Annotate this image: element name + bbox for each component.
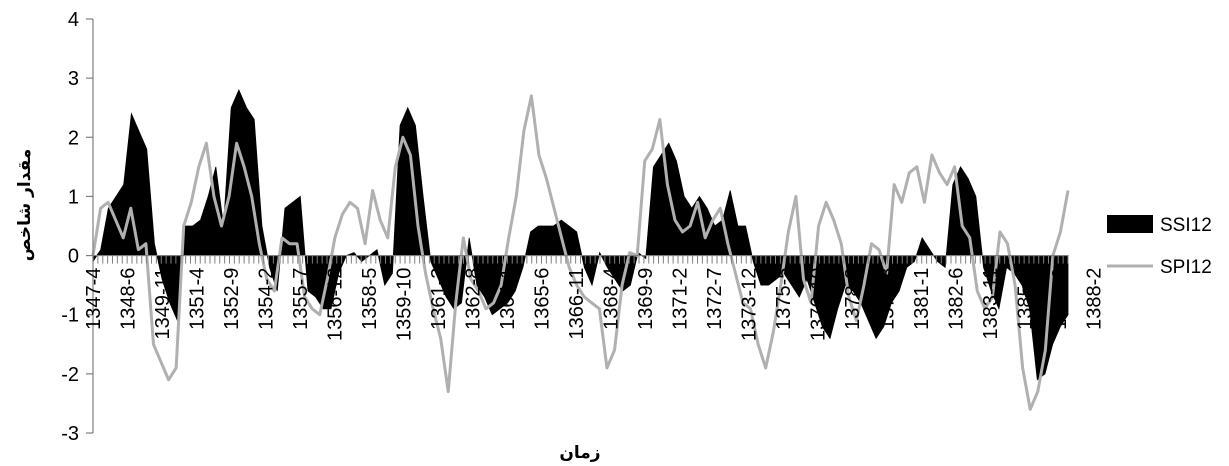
legend-item-ssi12: SSI12 [1107,215,1212,236]
x-tick-label: 1373-12 [739,268,761,341]
x-tick-label: 1383-11 [980,268,1002,340]
x-tick-label: 1369-9 [635,268,657,330]
x-tick-label: 1372-7 [704,268,726,330]
x-tick-label: 1364-1 [497,268,519,330]
y-tick-label: -1 [61,305,79,327]
ssi12-area [92,88,1069,381]
x-tick-label: 1376-10 [808,268,830,341]
x-tick-label: 1386-9 [1049,268,1071,330]
x-tick-label: 1381-1 [911,268,933,330]
ssi12-series [92,88,1069,381]
legend-label-ssi12: SSI12 [1160,215,1212,236]
x-tick-label: 1379-8 [877,268,899,330]
spi12-series [91,94,1070,411]
y-tick-label: -3 [61,423,79,445]
x-tick-label: 1359-10 [394,268,416,341]
x-axis-title: زمان [559,443,600,463]
x-tick-label: 1351-4 [187,268,209,330]
legend-swatch-ssi12 [1107,215,1153,233]
x-tick-label: 1361-3 [428,268,450,330]
x-tick-label: 1348-6 [118,268,140,330]
x-tick-label: 1356-12 [325,268,347,341]
x-tick-label: 1366-11 [566,268,588,340]
x-tick-label: 1378-3 [842,268,864,330]
y-tick-label: 4 [68,9,79,31]
x-axis: 1347-4 1348-6 1349-11 1351-4 1352-9 1354-2 135… [83,254,1106,341]
x-tick-label: 1358-5 [359,268,381,330]
y-tick-label: 1 [68,186,79,208]
x-tick-label: 1362-8 [463,268,485,330]
y-tick-label: 3 [68,68,79,90]
x-tick-label: 1368-4 [601,268,623,330]
y-tick-label: 0 [68,246,79,268]
x-tick-label: 1354-2 [256,268,278,330]
x-tick-label: 1382-6 [946,268,968,330]
x-tick-label: 1355-7 [290,268,312,330]
x-tick-label: 1365-6 [532,268,554,330]
legend: SSI12 SPI12 [1107,215,1212,278]
plot-area [91,88,1070,411]
x-tick-label: 1388-2 [1084,268,1106,330]
x-tick-label: 1385-4 [1015,268,1037,330]
x-tick-label: 1347-4 [83,268,105,330]
legend-item-spi12: SPI12 [1107,257,1212,278]
x-tick-label: 1349-11 [152,268,174,340]
x-tick-label: 1375-5 [773,268,795,330]
legend-label-spi12: SPI12 [1160,257,1212,278]
x-tick-label: 1371-2 [670,268,692,330]
x-tick-label: 1352-9 [221,268,243,330]
y-axis: 4 3 2 1 0 -1 -2 -3 [61,9,94,445]
spi12-line [91,94,1070,411]
y-tick-label: 2 [68,127,79,149]
y-tick-label: -2 [61,364,79,386]
y-axis-title: مقدار شاخص [15,149,35,262]
